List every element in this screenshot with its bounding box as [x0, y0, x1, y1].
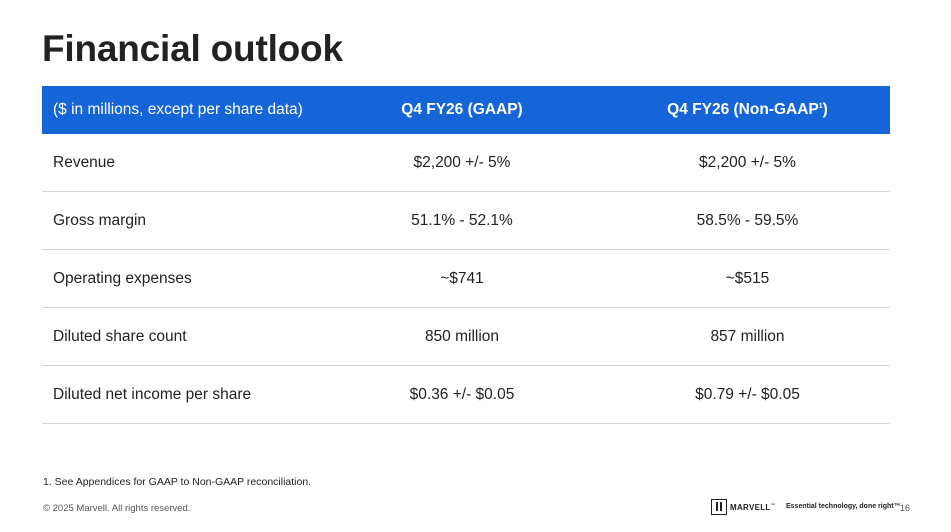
row-gaap-value: 51.1% - 52.1%	[411, 211, 513, 229]
header-nongaap: Q4 FY26 (Non-GAAP1)	[605, 101, 890, 119]
row-gaap-value: $2,200 +/- 5%	[413, 153, 511, 171]
header-gaap: Q4 FY26 (GAAP)	[401, 101, 523, 118]
row-gaap-value: $0.36 +/- $0.05	[409, 385, 515, 403]
row-metric: Operating expenses	[53, 269, 192, 287]
row-nongaap-value: $2,200 +/- 5%	[699, 153, 796, 171]
table-row: Revenue $2,200 +/- 5% $2,200 +/- 5%	[42, 134, 890, 192]
table-row: Diluted share count 850 million 857 mill…	[42, 308, 890, 366]
row-nongaap-value: 857 million	[710, 327, 785, 345]
copyright: © 2025 Marvell. All rights reserved.	[43, 503, 191, 514]
row-metric: Revenue	[53, 153, 116, 171]
tagline: Essential technology, done right™	[786, 503, 901, 510]
footnote-mark: 1	[818, 102, 823, 110]
row-gaap-value: ~$741	[440, 269, 484, 287]
header-nongaap-close: )	[822, 101, 828, 118]
financial-outlook-table: ($ in millions, except per share data) Q…	[42, 86, 890, 424]
row-nongaap-value: $0.79 +/- $0.05	[695, 385, 800, 403]
table-header-row: ($ in millions, except per share data) Q…	[42, 86, 890, 134]
page-number: 16	[900, 503, 911, 513]
logo-word-text: MARVELL	[730, 502, 771, 512]
table-row: Diluted net income per share $0.36 +/- $…	[42, 366, 890, 424]
row-metric: Gross margin	[53, 211, 147, 229]
table-row: Operating expenses ~$741 ~$515	[42, 250, 890, 308]
row-metric: Diluted share count	[53, 327, 187, 345]
header-label: ($ in millions, except per share data)	[53, 101, 303, 118]
header-nongaap-text: Q4 FY26 (Non-GAAP	[667, 101, 819, 118]
row-nongaap-value: ~$515	[725, 269, 770, 287]
footnote: 1. See Appendices for GAAP to Non-GAAP r…	[43, 476, 312, 488]
row-nongaap-value: 58.5% - 59.5%	[696, 211, 799, 229]
table-row: Gross margin 51.1% - 52.1% 58.5% - 59.5%	[42, 192, 890, 250]
logo-tm: ™	[770, 501, 776, 507]
row-gaap-value: 850 million	[424, 327, 500, 345]
brand-logo: MARVELL™	[711, 499, 775, 515]
page-title: Financial outlook	[42, 28, 343, 69]
row-metric: Diluted net income per share	[53, 385, 252, 403]
marvell-logo-icon	[711, 499, 727, 515]
logo-wordmark: MARVELL™	[730, 501, 776, 512]
